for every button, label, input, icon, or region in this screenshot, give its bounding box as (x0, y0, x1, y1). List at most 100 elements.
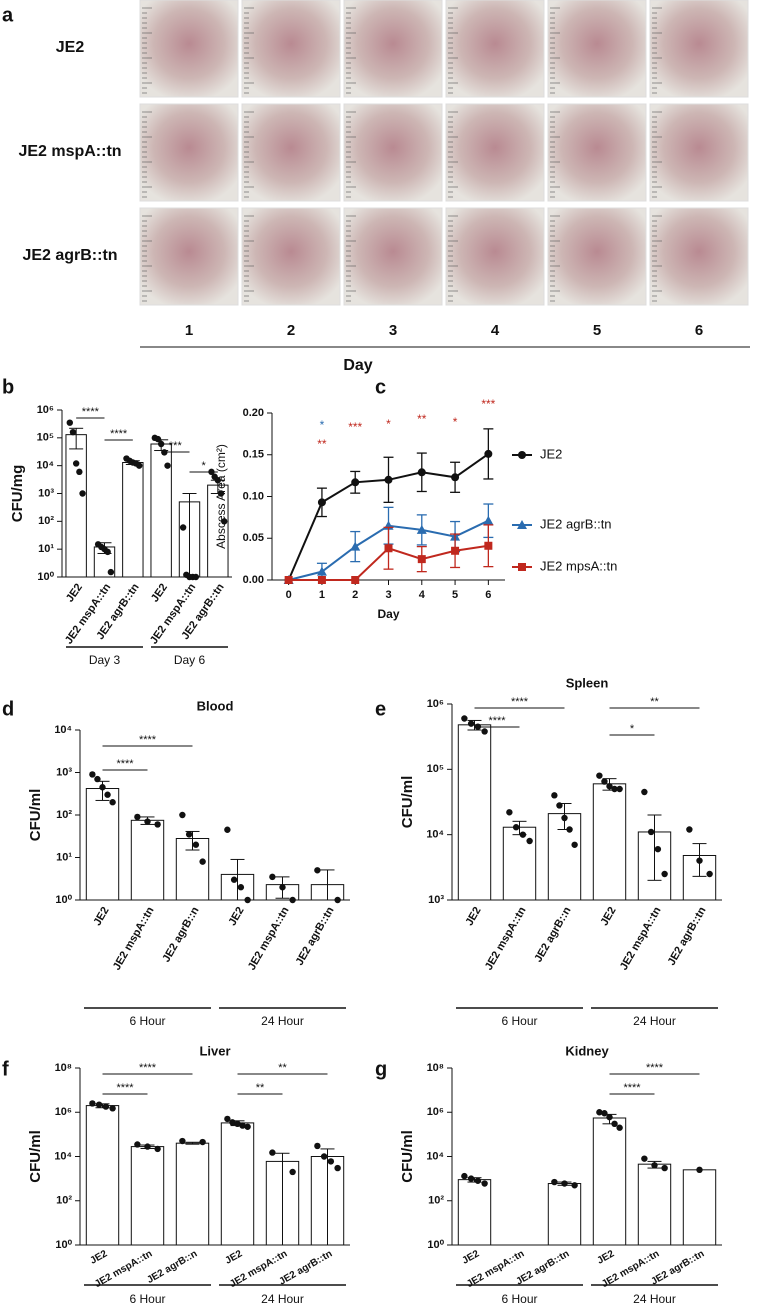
data-point (616, 1124, 623, 1131)
data-point (606, 783, 613, 790)
data-point (526, 837, 533, 845)
data-point (551, 1178, 558, 1186)
photo (343, 103, 443, 202)
marker (384, 544, 393, 553)
x-tick-label: 4 (419, 589, 426, 601)
bar (85, 788, 120, 901)
x-tick-label: 5 (452, 589, 458, 601)
significance-label: **** (623, 1082, 641, 1094)
photo (343, 0, 443, 98)
data-point (269, 1149, 276, 1156)
data-point (221, 518, 228, 525)
y-tick-label: 0.10 (243, 490, 264, 502)
data-point (647, 828, 655, 836)
y-tick-label: 10⁰ (55, 1239, 72, 1251)
significance-label: ** (256, 1082, 265, 1094)
significance-label: **** (116, 1082, 134, 1094)
data-point (199, 858, 206, 865)
x-tick-label: JE2 (226, 905, 246, 928)
x-tick-label: 2 (352, 589, 358, 601)
y-tick-label: 10² (38, 515, 54, 527)
significance-label: **** (511, 696, 529, 708)
x-tick-label: JE2 (460, 1248, 481, 1267)
y-tick-label: 10¹ (38, 543, 54, 555)
y-tick-label: 10⁶ (427, 698, 444, 710)
bar (65, 434, 87, 578)
data-point (596, 1109, 603, 1116)
data-point (107, 568, 115, 576)
y-tick-label: 10² (428, 1195, 444, 1207)
group-label: 24 Hour (261, 1014, 304, 1028)
row-label: JE2 (56, 39, 85, 56)
x-tick-label: JE2 mspA::tn (246, 905, 292, 973)
marker (317, 576, 326, 584)
bar (122, 461, 144, 578)
significance-label: *** (169, 440, 183, 452)
data-point (134, 813, 141, 821)
photo (343, 207, 443, 306)
bar (130, 1146, 165, 1246)
data-point (314, 1142, 321, 1150)
photo (445, 103, 545, 202)
axis-label: Day (343, 357, 372, 374)
data-point (334, 1164, 341, 1172)
data-point (551, 792, 558, 799)
significance-label: **** (82, 406, 100, 418)
data-point (611, 1120, 618, 1128)
significance-label: *** (348, 420, 362, 434)
data-point (185, 831, 193, 838)
x-tick-label: JE2 (149, 582, 170, 605)
bar (592, 783, 627, 901)
data-point (654, 845, 662, 853)
chart-title: Kidney (565, 1043, 609, 1058)
y-tick-label: 10² (56, 1195, 72, 1207)
data-point (686, 826, 693, 833)
y-tick-label: 10⁶ (37, 404, 54, 416)
data-point (641, 1155, 648, 1162)
x-tick-label: 1 (319, 589, 325, 601)
y-tick-label: 10⁵ (427, 763, 444, 775)
x-tick-label: 6 (485, 589, 491, 601)
significance-label: * (202, 460, 207, 472)
y-axis-label: CFU/ml (27, 1130, 44, 1183)
data-point (467, 720, 475, 727)
data-point (320, 1153, 328, 1160)
data-point (102, 1103, 110, 1110)
significance-label: ** (650, 696, 659, 708)
group-label: 6 Hour (129, 1292, 165, 1306)
panel-letter: g (375, 1058, 387, 1080)
panel-letter: c (375, 376, 386, 398)
group-label: 24 Hour (261, 1292, 304, 1306)
y-tick-label: 10⁰ (37, 571, 54, 583)
x-tick-label: JE2 (91, 905, 111, 928)
bar (85, 1105, 120, 1246)
data-point (461, 1172, 468, 1180)
marker (350, 541, 361, 551)
data-point (461, 715, 468, 722)
data-point (179, 811, 186, 819)
column-label: 5 (593, 322, 601, 339)
data-point (556, 802, 563, 809)
significance-label: * (453, 415, 458, 429)
y-tick-label: 10⁴ (36, 460, 54, 472)
legend-label: JE2 mpsA::tn (540, 558, 617, 573)
data-point (244, 896, 251, 904)
panel-letter: a (2, 4, 14, 26)
y-axis-label: CFU/mg (9, 465, 26, 523)
significance-label: ** (317, 437, 327, 451)
data-point (229, 1119, 236, 1126)
y-tick-label: 0.15 (243, 449, 264, 461)
legend-marker (518, 563, 526, 571)
x-tick-label: JE2 (88, 1248, 109, 1267)
data-point (467, 1175, 475, 1182)
x-tick-label: JE2 (223, 1248, 244, 1267)
data-point (571, 841, 578, 848)
photo (547, 0, 647, 98)
data-point (217, 490, 225, 497)
data-point (561, 814, 568, 822)
data-point (706, 870, 713, 878)
marker (384, 475, 393, 484)
data-point (214, 477, 222, 484)
y-tick-label: 10⁴ (426, 829, 444, 841)
